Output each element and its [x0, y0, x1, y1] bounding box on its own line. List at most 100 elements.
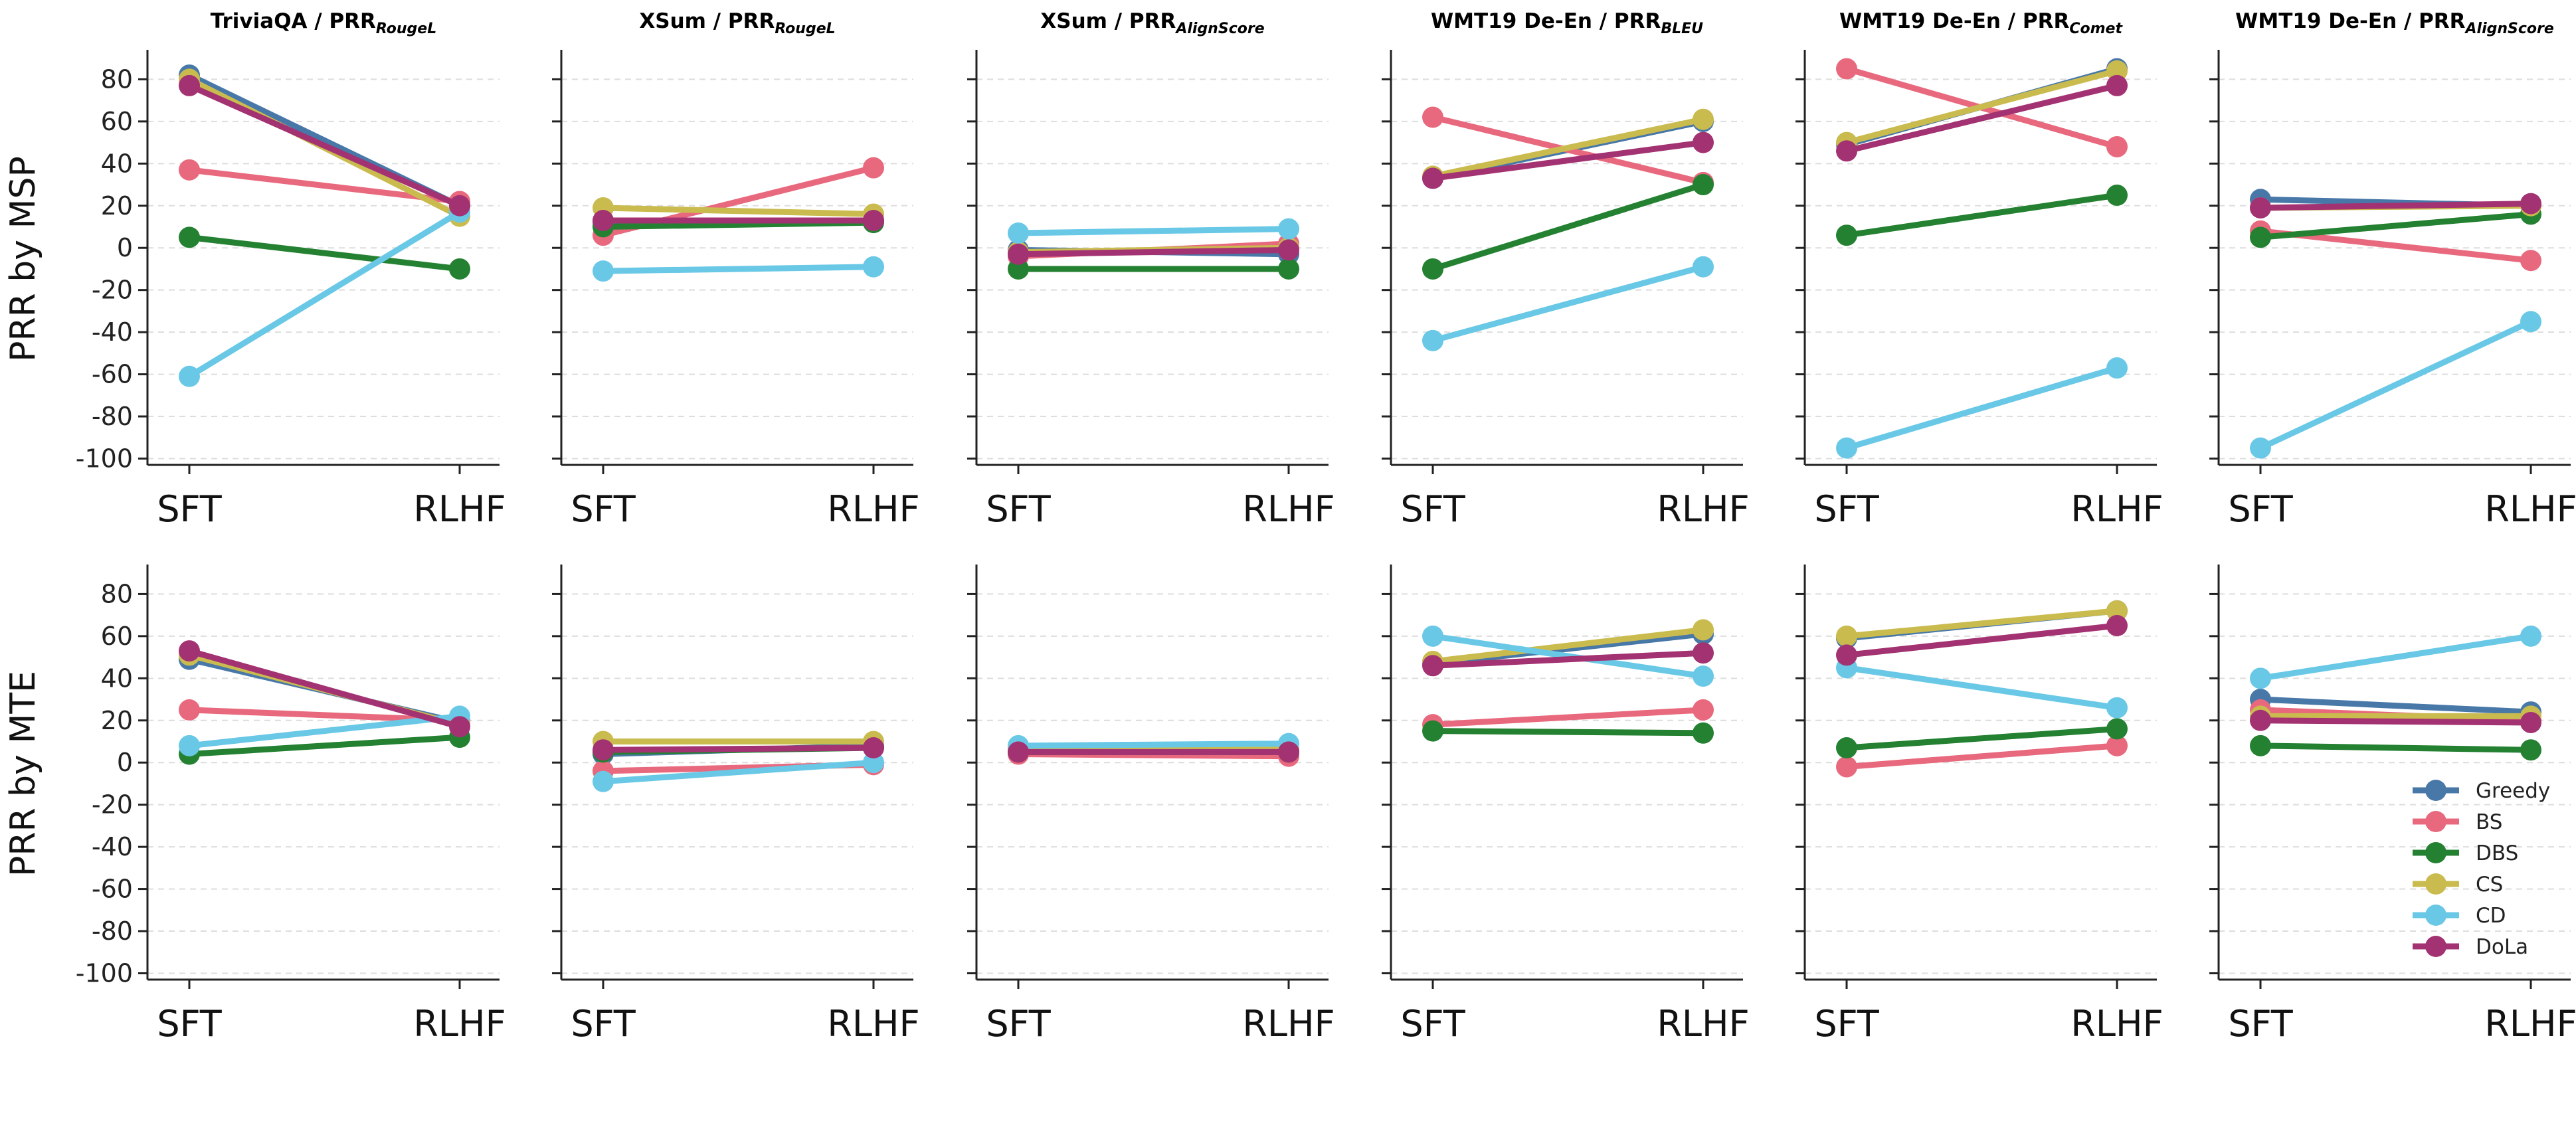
series-line-cd: [186, 209, 463, 380]
point-dola-rlhf: [2520, 193, 2541, 215]
x-tick-label-sft: SFT: [571, 488, 636, 530]
point-dbs-sft: [1836, 737, 1857, 759]
x-tick-label-sft: SFT: [2228, 1003, 2293, 1045]
point-cs-rlhf: [1693, 619, 1714, 641]
point-bs-rlhf: [2106, 135, 2128, 157]
legend-marker: [2425, 873, 2446, 895]
legend-marker: [2425, 842, 2446, 863]
point-cd-rlhf: [1278, 218, 1299, 240]
legend-label: CS: [2476, 873, 2503, 897]
point-cs-rlhf: [2106, 60, 2128, 82]
x-tick-label-rlhf: RLHF: [1657, 1003, 1749, 1045]
y-tick-label: -100: [76, 444, 133, 473]
series-line-dbs: [1429, 728, 1706, 737]
point-bs-sft: [1836, 756, 1857, 778]
x-tick-label-rlhf: RLHF: [2070, 1003, 2163, 1045]
series-line-dola: [2257, 201, 2534, 211]
y-tick-label: -100: [76, 958, 133, 988]
point-bs-sft: [179, 159, 200, 181]
point-cd-rlhf: [1693, 256, 1714, 278]
y-tick-label: -40: [92, 832, 133, 861]
point-dola-rlhf: [1278, 741, 1299, 763]
point-dbs-rlhf: [1278, 258, 1299, 280]
series-line-dbs: [2257, 211, 2534, 240]
point-cd-sft: [179, 365, 200, 387]
series-line-dbs: [2257, 742, 2534, 753]
panel-r1-c2: SFT RLHF: [967, 565, 1335, 1045]
x-tick-label-sft: SFT: [1400, 1003, 1465, 1045]
point-dola-rlhf: [863, 737, 884, 759]
panel-r0-c2: XSum / PRRAlignScore SFT RLHF: [967, 9, 1335, 530]
legend-marker: [2425, 936, 2446, 957]
point-cs-sft: [1836, 625, 1857, 647]
legend-item-cs: CS: [2413, 873, 2503, 897]
point-cd-sft: [1008, 222, 1029, 244]
panel-title: WMT19 De-En / PRRComet: [1839, 9, 2123, 37]
legend-item-greedy: Greedy: [2413, 779, 2550, 803]
point-dbs-sft: [1422, 720, 1443, 742]
panel-title: XSum / PRRRougeL: [639, 9, 835, 37]
series-line-cd: [1429, 633, 1706, 679]
point-cd-sft: [593, 260, 614, 282]
point-dbs-rlhf: [2106, 718, 2128, 740]
series-line-cs: [600, 205, 877, 217]
panel-title-main: WMT19 De-En / PRR: [2235, 9, 2465, 33]
series-line-cs: [1429, 626, 1706, 665]
legend-label: DoLa: [2476, 935, 2528, 959]
row-labels: PRR by MSP PRR by MTE: [3, 156, 43, 877]
panels: TriviaQA / PRRRougeL806040200-20-40-60-8…: [76, 9, 2576, 1045]
x-tick-label-rlhf: RLHF: [827, 1003, 919, 1045]
panel-title-main: WMT19 De-En / PRR: [1839, 9, 2069, 33]
y-tick-label: 80: [101, 64, 133, 94]
series-line-cd: [2257, 633, 2534, 681]
legend-label: BS: [2476, 810, 2502, 834]
series-line-cd: [186, 713, 463, 749]
point-cd-sft: [1422, 625, 1443, 647]
legend-marker: [2425, 811, 2446, 832]
series-line-dola: [2257, 717, 2534, 726]
x-tick-label-sft: SFT: [157, 1003, 222, 1045]
point-dola-rlhf: [449, 716, 470, 738]
point-dola-sft: [2250, 197, 2271, 218]
panel-r0-c5: WMT19 De-En / PRRAlignScore SFT RLHF: [2209, 9, 2576, 530]
panel-r1-c4: SFT RLHF: [1795, 565, 2163, 1045]
point-bs-rlhf: [863, 157, 884, 179]
panel-r1-c3: SFT RLHF: [1382, 565, 1750, 1045]
legend: Greedy BS DBS CS CD DoLa: [2413, 779, 2550, 959]
panel-title: XSum / PRRAlignScore: [1040, 9, 1264, 37]
x-tick-label-rlhf: RLHF: [1242, 488, 1334, 530]
series-line-dola: [1429, 650, 1706, 669]
point-cd-rlhf: [2106, 697, 2128, 719]
x-tick-label-rlhf: RLHF: [827, 488, 919, 530]
point-dbs-sft: [2250, 735, 2271, 756]
point-cd-rlhf: [2520, 625, 2541, 647]
y-tick-label: -20: [92, 790, 133, 820]
point-cs-rlhf: [1693, 108, 1714, 130]
panel-r0-c0: TriviaQA / PRRRougeL 80 60 40 20 0 -20 -40 -60 -8…: [76, 9, 506, 530]
panel-title-subscript: AlignScore: [1174, 21, 1264, 37]
point-dola-sft: [1008, 741, 1029, 763]
series-line-cs: [1843, 608, 2120, 640]
y-tick-label: -40: [92, 317, 133, 347]
y-tick-label: 20: [101, 706, 133, 735]
series-line-cd: [1843, 365, 2120, 452]
panel-title-subscript: RougeL: [775, 21, 835, 37]
x-tick-label-sft: SFT: [1814, 488, 1879, 530]
row-label-mte: PRR by MTE: [3, 671, 43, 877]
point-dbs-rlhf: [2106, 184, 2128, 206]
point-dbs-sft: [1422, 258, 1443, 280]
point-cd-sft: [593, 770, 614, 792]
panel-title-main: XSum / PRR: [1040, 9, 1176, 33]
panel-title-main: WMT19 De-En / PRR: [1431, 9, 1661, 33]
point-dola-sft: [2250, 709, 2271, 731]
series-line-cd: [600, 264, 877, 274]
y-tick-label: -60: [92, 875, 133, 904]
y-tick-label: -80: [92, 402, 133, 431]
x-tick-label-rlhf: RLHF: [1242, 1003, 1334, 1045]
point-dola-sft: [179, 74, 200, 96]
series-line-cd: [1015, 741, 1292, 749]
series-line-cs: [1843, 68, 2120, 146]
y-tick-label: 0: [117, 233, 133, 262]
panel-title-subscript: Comet: [2069, 21, 2123, 37]
